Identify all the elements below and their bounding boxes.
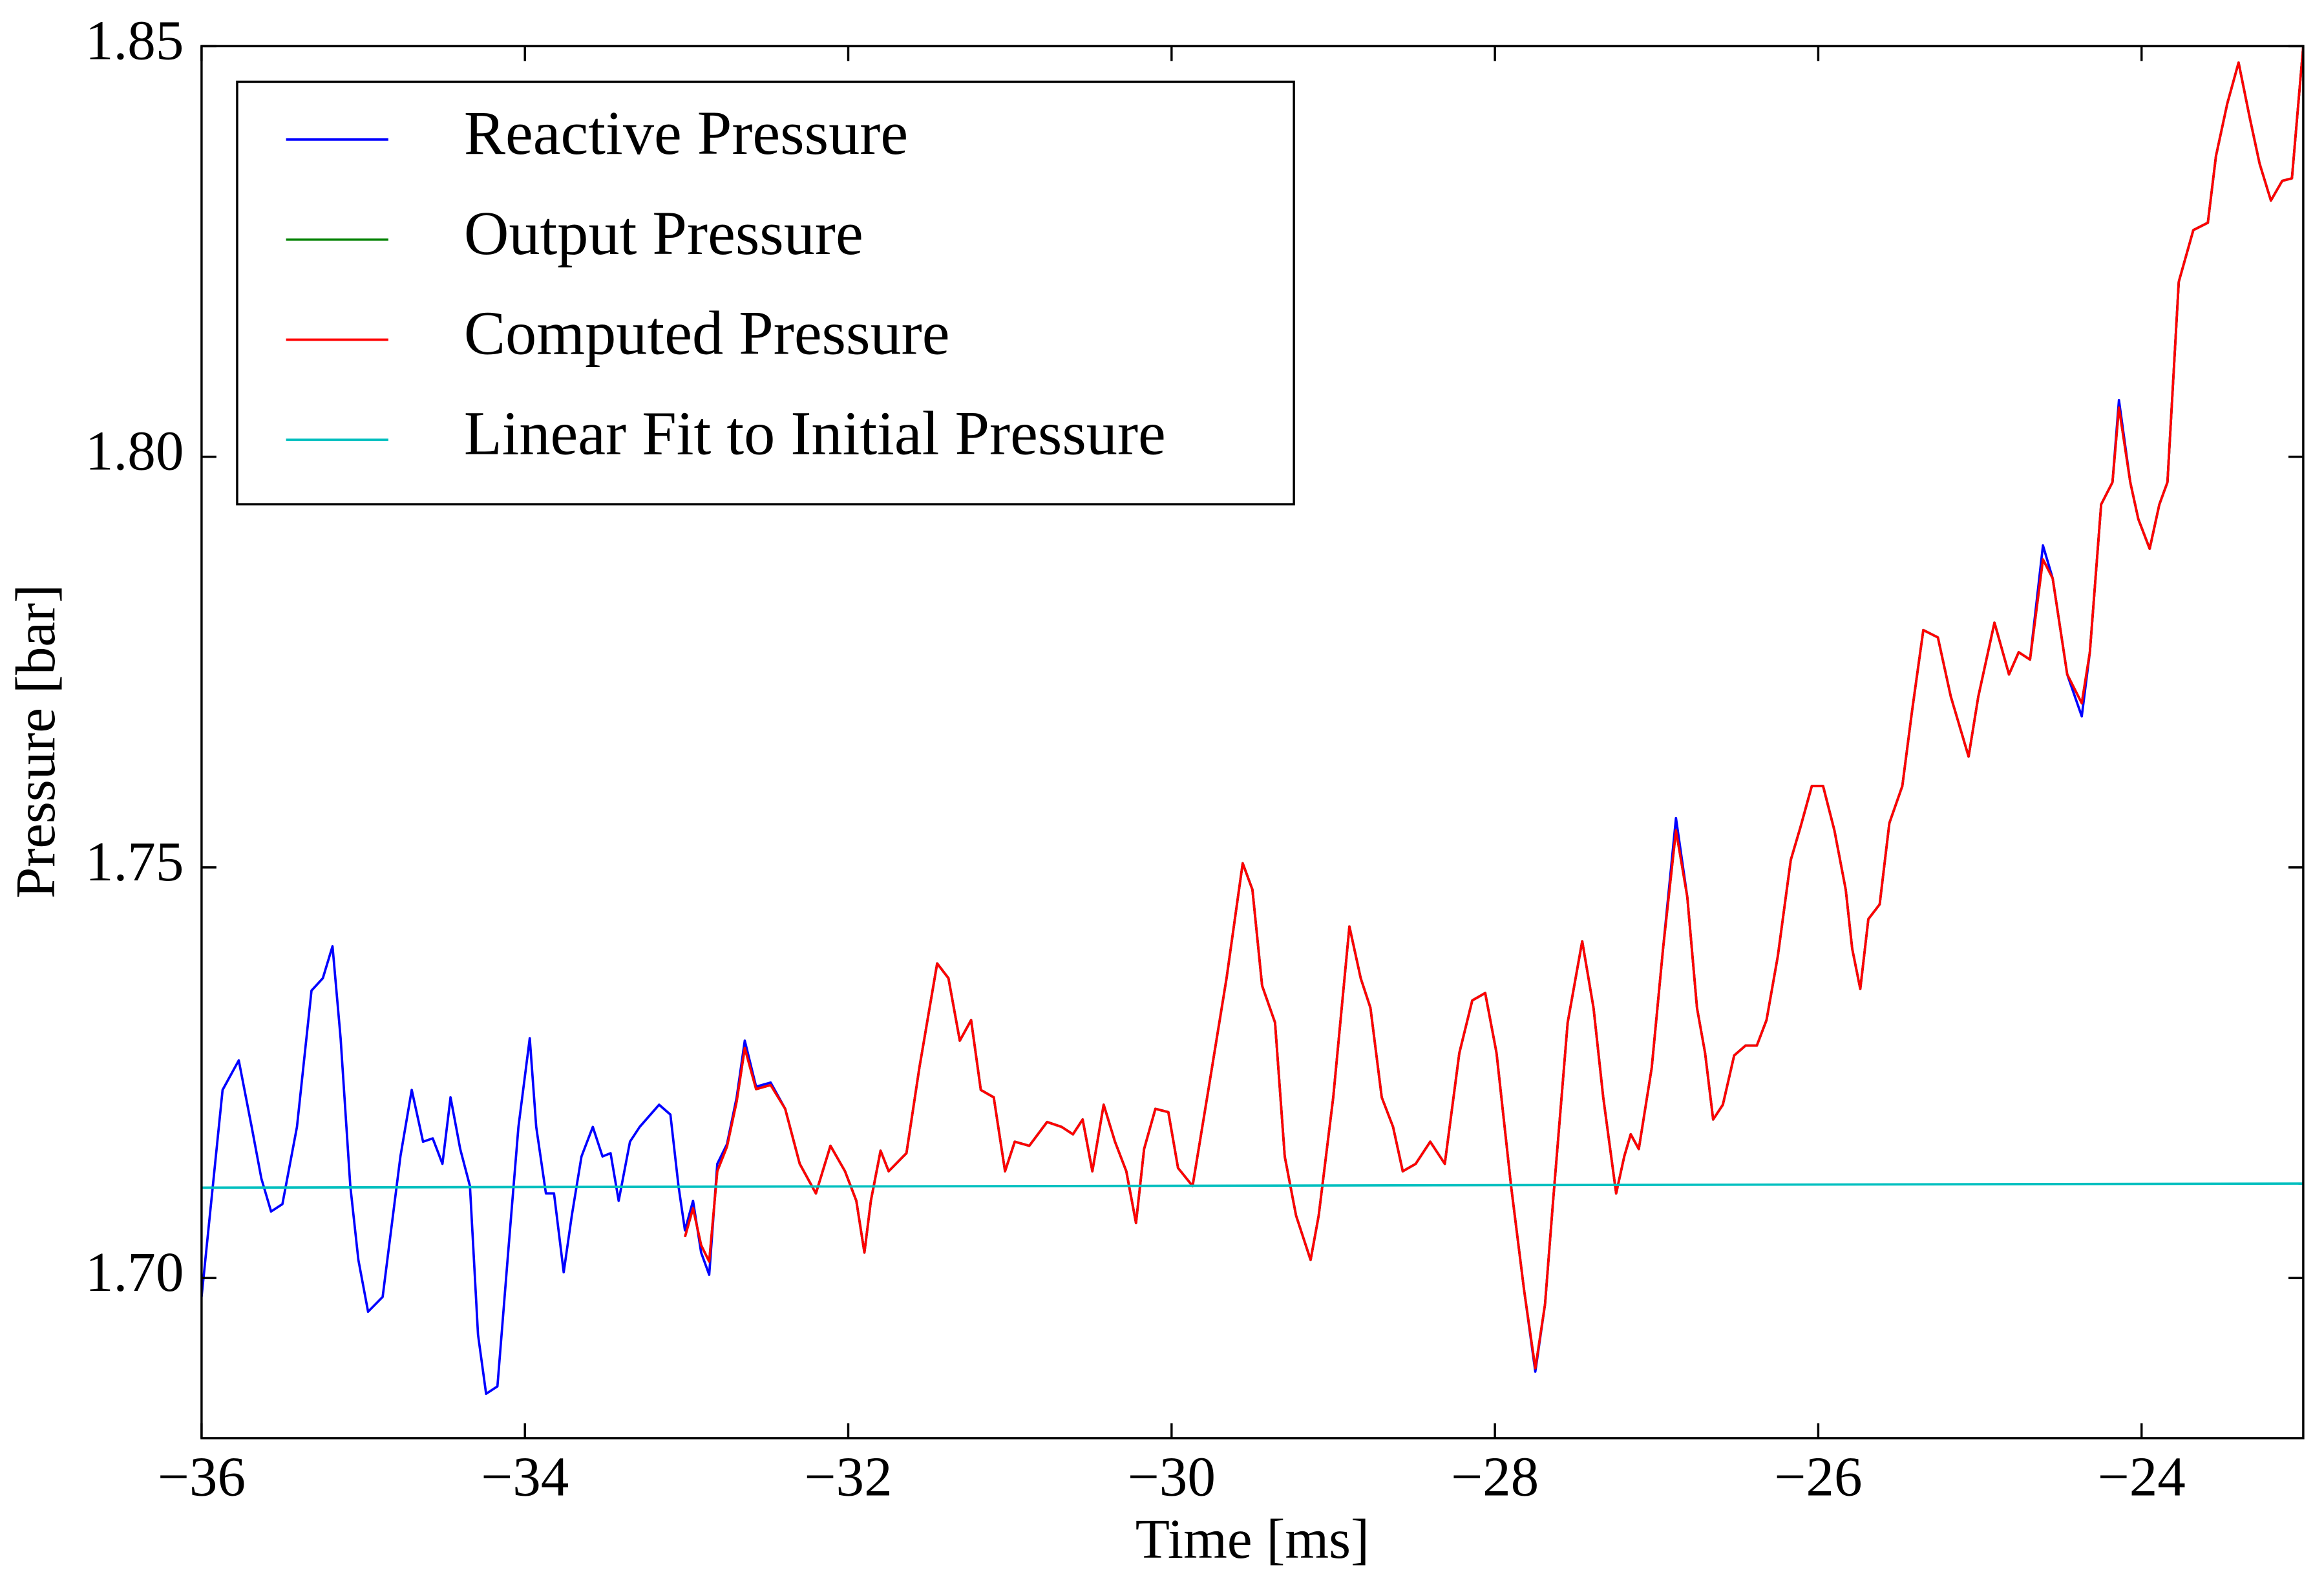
legend-label: Computed Pressure: [464, 299, 950, 368]
series-line: [684, 46, 2303, 1370]
x-tick-label: −28: [1451, 1445, 1539, 1508]
y-tick-label: 1.80: [85, 420, 184, 482]
y-axis-label: Pressure [bar]: [4, 584, 67, 898]
y-tick-label: 1.70: [85, 1240, 184, 1303]
plot-lines: [201, 46, 2303, 1396]
x-tick-label: −34: [481, 1445, 569, 1508]
legend-label: Linear Fit to Initial Pressure: [464, 398, 1166, 467]
x-tick-label: −36: [158, 1445, 246, 1508]
y-tick-label: 1.75: [85, 830, 184, 893]
x-tick-label: −24: [2098, 1445, 2186, 1508]
legend-box: [236, 80, 1295, 505]
legend-label: Output Pressure: [464, 198, 863, 268]
x-tick-label: −26: [1774, 1445, 1862, 1508]
x-tick-label: −30: [1128, 1445, 1216, 1508]
series-line: [201, 1182, 2303, 1189]
plot-frame: [200, 45, 2305, 1440]
y-tick-label: 1.85: [85, 8, 184, 71]
legend: Reactive Pressure Output Pressure Computed…: [236, 80, 1295, 505]
legend-label: Reactive Pressure: [464, 98, 908, 167]
x-tick-label: −32: [804, 1445, 892, 1508]
x-axis-label: Time [ms]: [1136, 1507, 1369, 1570]
